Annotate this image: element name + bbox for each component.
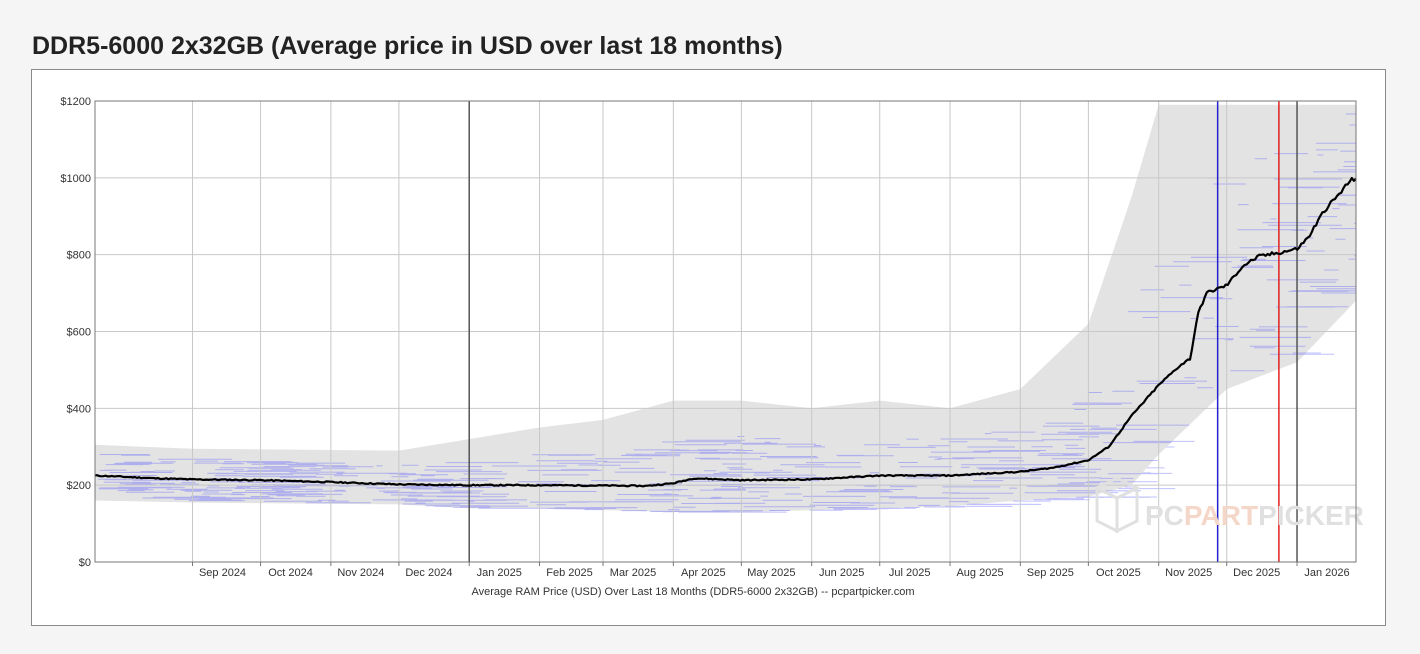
x-tick-label: Oct 2025 xyxy=(1096,567,1141,579)
plot-border xyxy=(94,100,1357,563)
y-tick-label: $1200 xyxy=(60,96,91,108)
x-axis-caption: Average RAM Price (USD) Over Last 18 Mon… xyxy=(471,586,914,598)
x-tick-label: Feb 2025 xyxy=(546,567,592,579)
x-tick-label: Jun 2025 xyxy=(819,567,864,579)
x-tick-label: Dec 2025 xyxy=(1233,567,1280,579)
x-tick-label: Aug 2025 xyxy=(956,567,1003,579)
x-tick-label: Nov 2024 xyxy=(337,567,384,579)
x-tick-label: Jan 2026 xyxy=(1304,567,1349,579)
svg-text:PCPARTPICKER: PCPARTPICKER xyxy=(1145,500,1364,531)
x-tick-label: Sep 2024 xyxy=(199,567,246,579)
y-tick-label: $600 xyxy=(67,327,91,339)
price-range-band xyxy=(95,104,1356,513)
y-tick-label: $1000 xyxy=(60,173,91,185)
x-tick-label: Jan 2025 xyxy=(477,567,522,579)
x-tick-label: Oct 2024 xyxy=(268,567,313,579)
watermark-suffix: PICKER xyxy=(1258,500,1364,531)
x-tick-label: May 2025 xyxy=(747,567,795,579)
x-tick-label: Sep 2025 xyxy=(1027,567,1074,579)
x-tick-label: Apr 2025 xyxy=(681,567,726,579)
range-band-area xyxy=(95,104,1356,513)
x-tick-label: Jul 2025 xyxy=(889,567,931,579)
cube-logo-icon xyxy=(1093,476,1141,534)
y-axis-ticks: $0 $200 $400 $600 $800 $1000 $1200 xyxy=(60,96,91,569)
pcpartpicker-watermark: PCPARTPICKER xyxy=(1093,476,1364,534)
page-title: DDR5-6000 2x32GB (Average price in USD o… xyxy=(32,32,783,60)
x-tick-label: Dec 2024 xyxy=(405,567,452,579)
y-tick-label: $400 xyxy=(67,403,91,415)
watermark-accent: PART xyxy=(1184,500,1258,531)
x-axis-ticks: Sep 2024 Oct 2024 Nov 2024 Dec 2024 Jan 2025… xyxy=(192,562,1350,579)
marker-lines xyxy=(468,101,1298,562)
x-tick-label: Mar 2025 xyxy=(610,567,656,579)
watermark-prefix: PC xyxy=(1145,500,1184,531)
average-price-line xyxy=(94,176,1357,488)
y-tick-label: $800 xyxy=(67,250,91,262)
x-tick-label: Nov 2025 xyxy=(1165,567,1212,579)
y-tick-label: $0 xyxy=(79,557,91,569)
y-tick-label: $200 xyxy=(67,480,91,492)
